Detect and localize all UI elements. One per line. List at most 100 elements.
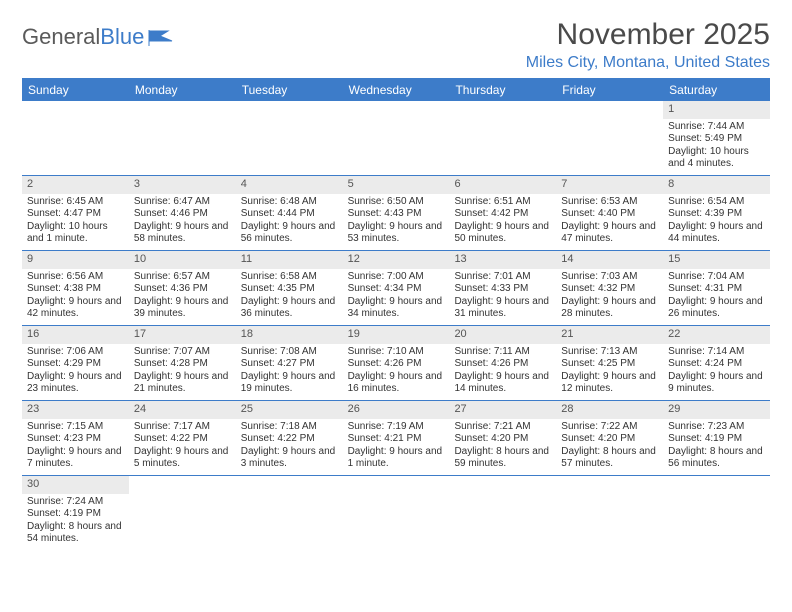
daylight-text: Daylight: 9 hours and 39 minutes.	[134, 296, 231, 321]
weekday-label: Thursday	[449, 79, 556, 101]
sunset-text: Sunset: 4:38 PM	[27, 283, 124, 296]
daylight-text: Daylight: 10 hours and 1 minute.	[27, 221, 124, 246]
day-body: Sunrise: 7:21 AMSunset: 4:20 PMDaylight:…	[449, 419, 556, 475]
day-number: 1	[663, 101, 770, 119]
day-number: 27	[449, 401, 556, 419]
sunset-text: Sunset: 4:23 PM	[27, 433, 124, 446]
day-cell: 27Sunrise: 7:21 AMSunset: 4:20 PMDayligh…	[449, 401, 556, 475]
sunset-text: Sunset: 4:26 PM	[454, 358, 551, 371]
day-body: Sunrise: 7:17 AMSunset: 4:22 PMDaylight:…	[129, 419, 236, 475]
week-row: 9Sunrise: 6:56 AMSunset: 4:38 PMDaylight…	[22, 251, 770, 326]
day-body: Sunrise: 7:01 AMSunset: 4:33 PMDaylight:…	[449, 269, 556, 325]
week-row: 1Sunrise: 7:44 AMSunset: 5:49 PMDaylight…	[22, 101, 770, 176]
sunset-text: Sunset: 4:19 PM	[668, 433, 765, 446]
sunset-text: Sunset: 4:40 PM	[561, 208, 658, 221]
day-cell: 18Sunrise: 7:08 AMSunset: 4:27 PMDayligh…	[236, 326, 343, 400]
day-body: Sunrise: 7:19 AMSunset: 4:21 PMDaylight:…	[343, 419, 450, 475]
sunrise-text: Sunrise: 7:04 AM	[668, 271, 765, 284]
day-body: Sunrise: 7:22 AMSunset: 4:20 PMDaylight:…	[556, 419, 663, 475]
day-body: Sunrise: 6:45 AMSunset: 4:47 PMDaylight:…	[22, 194, 129, 250]
daylight-text: Daylight: 9 hours and 26 minutes.	[668, 296, 765, 321]
daylight-text: Daylight: 9 hours and 34 minutes.	[348, 296, 445, 321]
day-number: 30	[22, 476, 129, 494]
day-number: 16	[22, 326, 129, 344]
sunset-text: Sunset: 4:42 PM	[454, 208, 551, 221]
day-cell: 4Sunrise: 6:48 AMSunset: 4:44 PMDaylight…	[236, 176, 343, 250]
sunset-text: Sunset: 4:25 PM	[561, 358, 658, 371]
weekday-label: Friday	[556, 79, 663, 101]
day-body: Sunrise: 7:11 AMSunset: 4:26 PMDaylight:…	[449, 344, 556, 400]
sunrise-text: Sunrise: 6:48 AM	[241, 196, 338, 209]
sunset-text: Sunset: 4:20 PM	[561, 433, 658, 446]
daylight-text: Daylight: 9 hours and 9 minutes.	[668, 371, 765, 396]
sunset-text: Sunset: 4:22 PM	[241, 433, 338, 446]
daylight-text: Daylight: 9 hours and 58 minutes.	[134, 221, 231, 246]
week-row: 16Sunrise: 7:06 AMSunset: 4:29 PMDayligh…	[22, 326, 770, 401]
day-cell: 23Sunrise: 7:15 AMSunset: 4:23 PMDayligh…	[22, 401, 129, 475]
day-cell: 22Sunrise: 7:14 AMSunset: 4:24 PMDayligh…	[663, 326, 770, 400]
daylight-text: Daylight: 8 hours and 56 minutes.	[668, 446, 765, 471]
sunrise-text: Sunrise: 7:17 AM	[134, 421, 231, 434]
day-body: Sunrise: 6:58 AMSunset: 4:35 PMDaylight:…	[236, 269, 343, 325]
day-cell: 6Sunrise: 6:51 AMSunset: 4:42 PMDaylight…	[449, 176, 556, 250]
sunrise-text: Sunrise: 6:58 AM	[241, 271, 338, 284]
sunrise-text: Sunrise: 7:23 AM	[668, 421, 765, 434]
day-body: Sunrise: 6:50 AMSunset: 4:43 PMDaylight:…	[343, 194, 450, 250]
day-body: Sunrise: 7:08 AMSunset: 4:27 PMDaylight:…	[236, 344, 343, 400]
day-body: Sunrise: 6:53 AMSunset: 4:40 PMDaylight:…	[556, 194, 663, 250]
day-cell: 7Sunrise: 6:53 AMSunset: 4:40 PMDaylight…	[556, 176, 663, 250]
day-number: 15	[663, 251, 770, 269]
day-cell	[556, 476, 663, 550]
day-cell	[129, 476, 236, 550]
sunrise-text: Sunrise: 7:24 AM	[27, 496, 124, 509]
day-cell: 12Sunrise: 7:00 AMSunset: 4:34 PMDayligh…	[343, 251, 450, 325]
day-cell: 24Sunrise: 7:17 AMSunset: 4:22 PMDayligh…	[129, 401, 236, 475]
sunset-text: Sunset: 4:27 PM	[241, 358, 338, 371]
sunrise-text: Sunrise: 7:10 AM	[348, 346, 445, 359]
day-cell: 30Sunrise: 7:24 AMSunset: 4:19 PMDayligh…	[22, 476, 129, 550]
sunset-text: Sunset: 4:29 PM	[27, 358, 124, 371]
sunset-text: Sunset: 4:28 PM	[134, 358, 231, 371]
day-cell: 15Sunrise: 7:04 AMSunset: 4:31 PMDayligh…	[663, 251, 770, 325]
daylight-text: Daylight: 9 hours and 56 minutes.	[241, 221, 338, 246]
day-cell: 16Sunrise: 7:06 AMSunset: 4:29 PMDayligh…	[22, 326, 129, 400]
day-cell: 26Sunrise: 7:19 AMSunset: 4:21 PMDayligh…	[343, 401, 450, 475]
daylight-text: Daylight: 9 hours and 19 minutes.	[241, 371, 338, 396]
daylight-text: Daylight: 9 hours and 1 minute.	[348, 446, 445, 471]
header: GeneralBlue November 2025 Miles City, Mo…	[22, 18, 770, 72]
day-cell	[129, 101, 236, 175]
day-cell: 8Sunrise: 6:54 AMSunset: 4:39 PMDaylight…	[663, 176, 770, 250]
day-number: 26	[343, 401, 450, 419]
sunset-text: Sunset: 4:33 PM	[454, 283, 551, 296]
day-number: 5	[343, 176, 450, 194]
day-body: Sunrise: 6:47 AMSunset: 4:46 PMDaylight:…	[129, 194, 236, 250]
brand-part2: Blue	[100, 24, 144, 50]
sunrise-text: Sunrise: 7:08 AM	[241, 346, 338, 359]
weekday-label: Monday	[129, 79, 236, 101]
daylight-text: Daylight: 9 hours and 3 minutes.	[241, 446, 338, 471]
day-body: Sunrise: 7:10 AMSunset: 4:26 PMDaylight:…	[343, 344, 450, 400]
sunrise-text: Sunrise: 7:14 AM	[668, 346, 765, 359]
calendar-body: 1Sunrise: 7:44 AMSunset: 5:49 PMDaylight…	[22, 101, 770, 550]
sunrise-text: Sunrise: 6:51 AM	[454, 196, 551, 209]
sunset-text: Sunset: 4:32 PM	[561, 283, 658, 296]
sunset-text: Sunset: 4:19 PM	[27, 508, 124, 521]
weekday-label: Sunday	[22, 79, 129, 101]
sunset-text: Sunset: 4:46 PM	[134, 208, 231, 221]
day-body: Sunrise: 7:06 AMSunset: 4:29 PMDaylight:…	[22, 344, 129, 400]
day-body: Sunrise: 6:56 AMSunset: 4:38 PMDaylight:…	[22, 269, 129, 325]
sunset-text: Sunset: 4:47 PM	[27, 208, 124, 221]
sunset-text: Sunset: 4:22 PM	[134, 433, 231, 446]
sunset-text: Sunset: 4:21 PM	[348, 433, 445, 446]
daylight-text: Daylight: 9 hours and 31 minutes.	[454, 296, 551, 321]
day-body: Sunrise: 7:15 AMSunset: 4:23 PMDaylight:…	[22, 419, 129, 475]
brand-logo: GeneralBlue	[22, 24, 174, 50]
sunset-text: Sunset: 4:44 PM	[241, 208, 338, 221]
daylight-text: Daylight: 9 hours and 36 minutes.	[241, 296, 338, 321]
day-cell: 19Sunrise: 7:10 AMSunset: 4:26 PMDayligh…	[343, 326, 450, 400]
daylight-text: Daylight: 9 hours and 14 minutes.	[454, 371, 551, 396]
day-cell: 29Sunrise: 7:23 AMSunset: 4:19 PMDayligh…	[663, 401, 770, 475]
page: GeneralBlue November 2025 Miles City, Mo…	[0, 0, 792, 568]
day-cell	[343, 101, 450, 175]
day-body: Sunrise: 6:48 AMSunset: 4:44 PMDaylight:…	[236, 194, 343, 250]
